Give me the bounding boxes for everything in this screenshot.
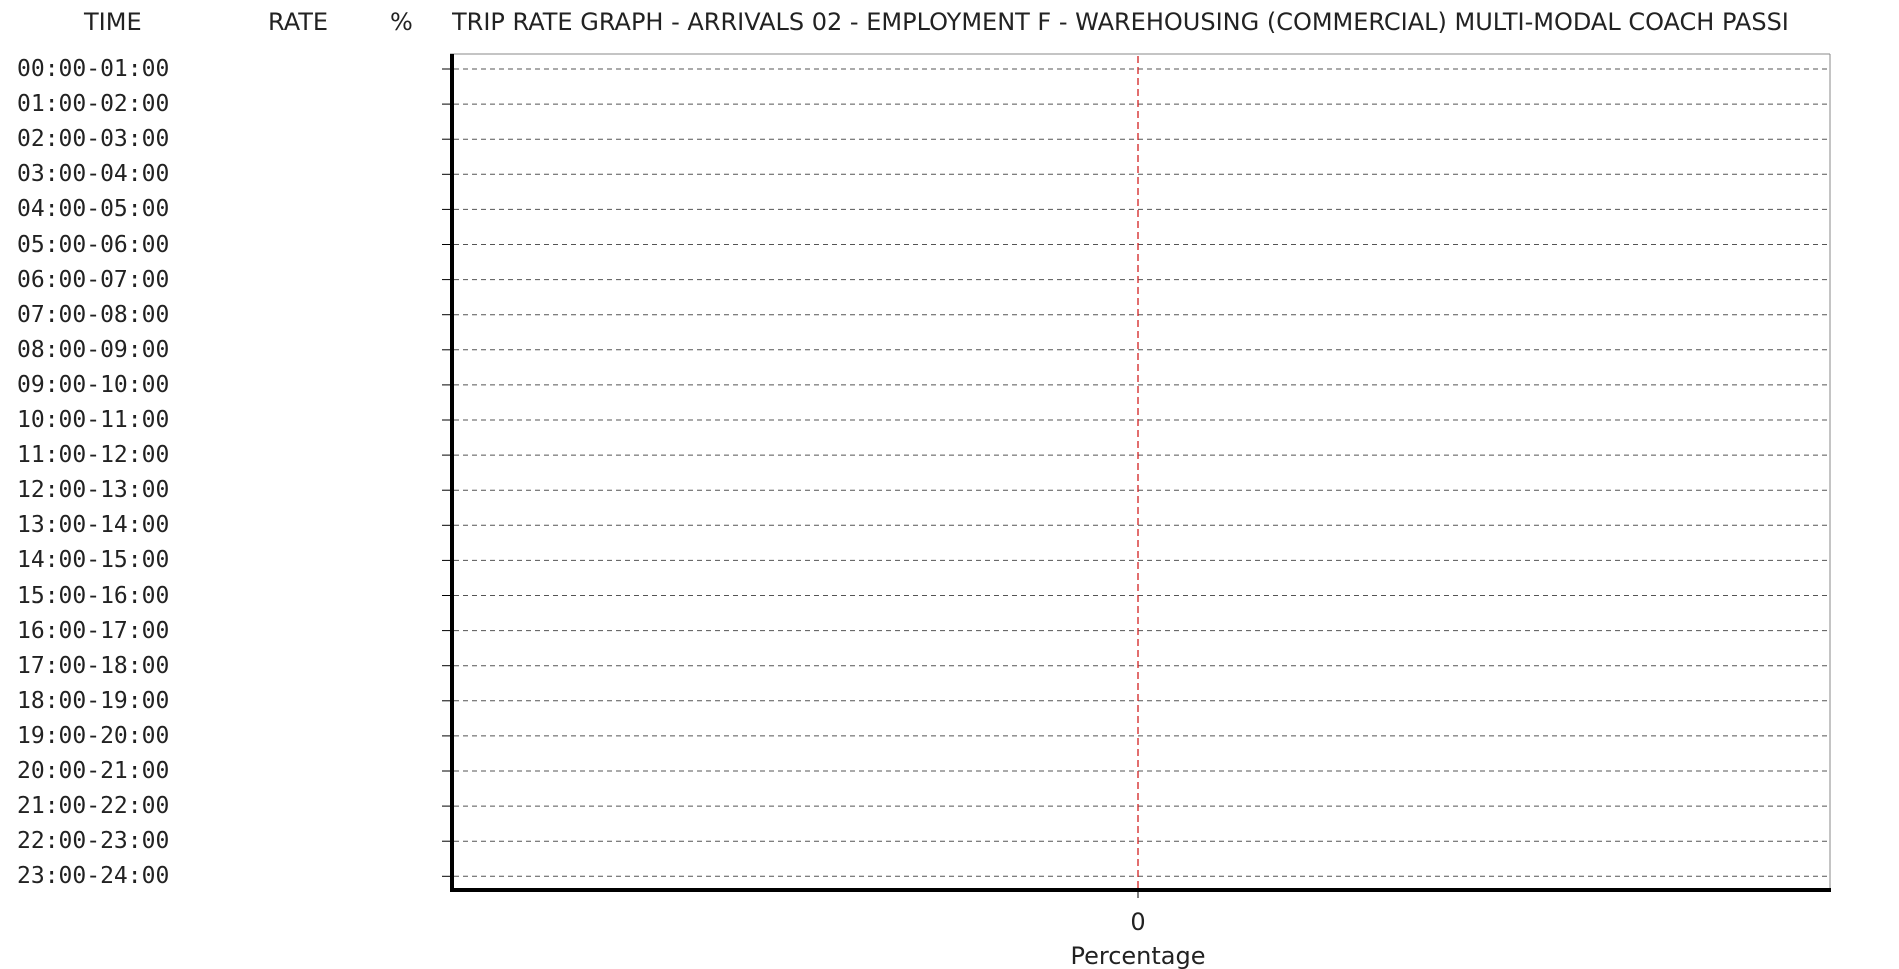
table-row: 23:00-24:00 bbox=[0, 859, 440, 893]
table-row: 07:00-08:00 bbox=[0, 298, 440, 332]
table-row: 08:00-09:00 bbox=[0, 333, 440, 367]
time-slot-label: 03:00-04:00 bbox=[17, 161, 170, 188]
table-row: 19:00-20:00 bbox=[0, 719, 440, 753]
time-slot-label: 14:00-15:00 bbox=[17, 547, 170, 574]
chart-title: TRIP RATE GRAPH - ARRIVALS 02 - EMPLOYME… bbox=[452, 8, 1789, 36]
table-row: 05:00-06:00 bbox=[0, 228, 440, 262]
time-slot-label: 15:00-16:00 bbox=[17, 582, 170, 609]
table-row: 09:00-10:00 bbox=[0, 368, 440, 402]
time-slot-label: 05:00-06:00 bbox=[17, 231, 170, 258]
time-slot-label: 13:00-14:00 bbox=[17, 512, 170, 539]
time-slot-label: 19:00-20:00 bbox=[17, 722, 170, 749]
time-slot-label: 12:00-13:00 bbox=[17, 477, 170, 504]
table-row: 14:00-15:00 bbox=[0, 543, 440, 577]
percent-column-header: % bbox=[390, 8, 413, 36]
time-slot-label: 21:00-22:00 bbox=[17, 793, 170, 820]
time-slot-label: 08:00-09:00 bbox=[17, 336, 170, 363]
table-row: 15:00-16:00 bbox=[0, 579, 440, 613]
time-column-header: TIME bbox=[84, 8, 142, 36]
table-row: 12:00-13:00 bbox=[0, 473, 440, 507]
time-slot-label: 10:00-11:00 bbox=[17, 407, 170, 433]
time-slot-label: 20:00-21:00 bbox=[17, 758, 170, 784]
table-row: 16:00-17:00 bbox=[0, 614, 440, 648]
time-slot-label: 11:00-12:00 bbox=[17, 442, 170, 469]
table-row: 11:00-12:00 bbox=[0, 438, 440, 472]
table-row: 00:00-01:00 bbox=[0, 52, 440, 86]
time-slot-label: 00:00-01:00 bbox=[17, 56, 170, 82]
x-tick-label: 0 bbox=[1130, 908, 1145, 936]
time-slot-label: 09:00-10:00 bbox=[17, 371, 170, 398]
table-row: 06:00-07:00 bbox=[0, 263, 440, 297]
time-slot-label: 06:00-07:00 bbox=[17, 266, 170, 293]
table-row: 18:00-19:00 bbox=[0, 684, 440, 718]
rate-column-header: RATE bbox=[268, 8, 329, 36]
time-slot-label: 16:00-17:00 bbox=[17, 617, 170, 644]
table-row: 21:00-22:00 bbox=[0, 789, 440, 823]
time-slot-label: 02:00-03:00 bbox=[17, 126, 170, 153]
x-axis-title: Percentage bbox=[1070, 942, 1205, 969]
time-slot-label: 18:00-19:00 bbox=[17, 687, 170, 714]
table-row: 03:00-04:00 bbox=[0, 157, 440, 191]
table-row: 02:00-03:00 bbox=[0, 122, 440, 156]
time-slot-label: 01:00-02:00 bbox=[17, 91, 170, 118]
table-row: 17:00-18:00 bbox=[0, 649, 440, 683]
time-slot-label: 07:00-08:00 bbox=[17, 301, 170, 328]
table-row: 04:00-05:00 bbox=[0, 192, 440, 226]
time-slot-label: 22:00-23:00 bbox=[17, 828, 170, 855]
table-row: 13:00-14:00 bbox=[0, 508, 440, 542]
time-slot-label: 04:00-05:00 bbox=[17, 196, 170, 223]
table-row: 10:00-11:00 bbox=[0, 403, 440, 437]
time-slot-label: 17:00-18:00 bbox=[17, 652, 170, 679]
table-row: 01:00-02:00 bbox=[0, 87, 440, 121]
time-slot-label: 23:00-24:00 bbox=[17, 863, 170, 890]
table-row: 22:00-23:00 bbox=[0, 824, 440, 858]
table-row: 20:00-21:00 bbox=[0, 754, 440, 788]
